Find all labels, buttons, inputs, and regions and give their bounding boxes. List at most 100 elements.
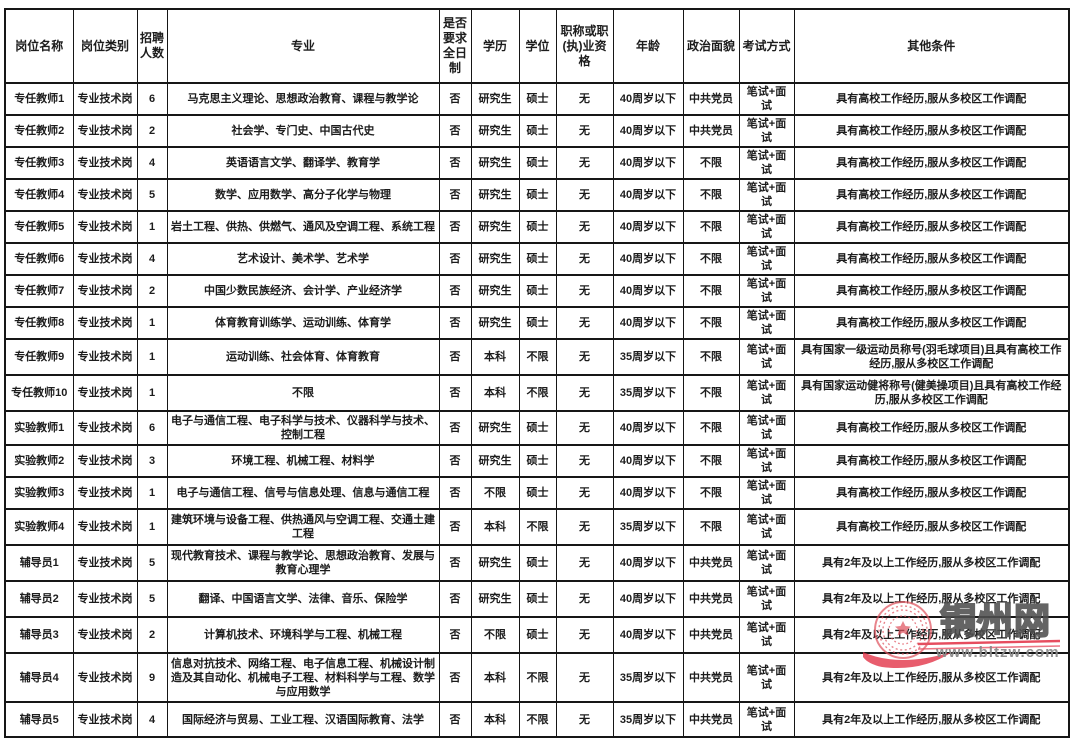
table-cell: 中国少数民族经济、会计学、产业经济学 [166, 274, 440, 308]
table-cell: 英语语言文学、翻译学、教育学 [166, 146, 440, 180]
column-header: 岗位名称 [4, 8, 74, 84]
table-row: 实验教师3 专业技术岗 1 电子与通信工程、信号与信息处理、信息与通信工程否不限 硕士无… [4, 476, 1070, 510]
table-cell: 辅导员4 [4, 652, 74, 703]
table-cell: 否 [438, 274, 472, 308]
column-header: 学位 [518, 8, 557, 84]
table-cell: 否 [438, 580, 472, 618]
table-cell: 翻译、中国语言文学、法律、音乐、保险学 [166, 580, 440, 618]
table-cell: 硕士 [518, 242, 557, 276]
table-cell: 笔试+面试 [738, 701, 795, 738]
table-cell: 专业技术岗 [72, 178, 138, 212]
table-cell: 专任教师5 [4, 210, 74, 244]
table-cell: 辅导员1 [4, 544, 74, 582]
table-cell: 无 [555, 242, 614, 276]
table-cell: 40周岁以下 [612, 580, 684, 618]
table-row: 辅导员1 专业技术岗 5 现代教育技术、课程与教学论、思想政治教育、发展与教育心理学否… [4, 544, 1070, 582]
table-cell: 具有2年及以上工作经历,服从多校区工作调配 [793, 616, 1070, 654]
table-cell: 专业技术岗 [72, 274, 138, 308]
column-header: 是否要求全日制 [438, 8, 472, 84]
table-row: 专任教师1 专业技术岗 6 马克思主义理论、思想政治教育、课程与教学论否研究生 硕士无 4… [4, 82, 1070, 116]
table-cell: 不限 [682, 242, 740, 276]
table-cell: 岩土工程、供热、供燃气、通风及空调工程、系统工程 [166, 210, 440, 244]
table-cell: 专业技术岗 [72, 508, 138, 546]
table-cell: 专任教师7 [4, 274, 74, 308]
table-cell: 40周岁以下 [612, 476, 684, 510]
table-cell: 笔试+面试 [738, 580, 795, 618]
column-header: 职称或职(执)业资格 [555, 8, 614, 84]
table-cell: 笔试+面试 [738, 242, 795, 276]
table-cell: 笔试+面试 [738, 508, 795, 546]
table-cell: 无 [555, 444, 614, 478]
table-cell: 2 [136, 616, 168, 654]
table-cell: 不限 [682, 508, 740, 546]
table-cell: 专任教师2 [4, 114, 74, 148]
table-cell: 计算机技术、环境科学与工程、机械工程 [166, 616, 440, 654]
table-cell: 无 [555, 210, 614, 244]
table-cell: 硕士 [518, 210, 557, 244]
table-cell: 无 [555, 580, 614, 618]
table-cell: 中共党员 [682, 616, 740, 654]
table-cell: 1 [136, 210, 168, 244]
table-body: 专任教师1 专业技术岗 6 马克思主义理论、思想政治教育、课程与教学论否研究生 硕士无 4… [4, 82, 1070, 738]
table-cell: 笔试+面试 [738, 210, 795, 244]
table-cell: 40周岁以下 [612, 444, 684, 478]
table-cell: 专业技术岗 [72, 82, 138, 116]
table-cell: 40周岁以下 [612, 306, 684, 340]
table-cell: 专任教师6 [4, 242, 74, 276]
column-header: 招聘人数 [136, 8, 168, 84]
table-cell: 硕士 [518, 274, 557, 308]
table-cell: 中共党员 [682, 701, 740, 738]
table-cell: 信息对抗技术、网络工程、电子信息工程、机械设计制造及其自动化、机械电子工程、材料… [166, 652, 440, 703]
table-cell: 1 [136, 338, 168, 376]
table-cell: 40周岁以下 [612, 210, 684, 244]
table-cell: 1 [136, 306, 168, 340]
table-cell: 不限 [682, 444, 740, 478]
table-row: 实验教师2 专业技术岗 3 环境工程、机械工程、材料学否研究生 硕士无 40周岁以下 不限笔… [4, 444, 1070, 478]
table-cell: 2 [136, 274, 168, 308]
table-cell: 40周岁以下 [612, 242, 684, 276]
table-row: 辅导员4 专业技术岗 9 信息对抗技术、网络工程、电子信息工程、机械设计制造及其自动化… [4, 652, 1070, 703]
table-cell: 不限 [682, 146, 740, 180]
table-cell: 笔试+面试 [738, 616, 795, 654]
table-row: 实验教师1 专业技术岗 6 电子与通信工程、电子科学与技术、仪器科学与技术、控制工程否… [4, 410, 1070, 446]
table-cell: 本科 [470, 374, 520, 412]
table-cell: 35周岁以下 [612, 338, 684, 376]
table-cell: 无 [555, 410, 614, 446]
table-cell: 不限 [682, 274, 740, 308]
table-cell: 不限 [470, 616, 520, 654]
table-cell: 电子与通信工程、电子科学与技术、仪器科学与技术、控制工程 [166, 410, 440, 446]
table-cell: 社会学、专门史、中国古代史 [166, 114, 440, 148]
table-cell: 硕士 [518, 476, 557, 510]
table-cell: 本科 [470, 338, 520, 376]
table-cell: 辅导员2 [4, 580, 74, 618]
table-row: 专任教师10 专业技术岗 1 不限否本科 不限无 35周岁以下 不限 笔试+面试 具有国家运动健… [4, 374, 1070, 412]
table-cell: 不限 [682, 306, 740, 340]
table-row: 辅导员3 专业技术岗 2 计算机技术、环境科学与工程、机械工程否不限 硕士无 40周岁以下… [4, 616, 1070, 654]
table-cell: 1 [136, 508, 168, 546]
table-cell: 笔试+面试 [738, 146, 795, 180]
table-row: 辅导员5 专业技术岗 4 国际经济与贸易、工业工程、汉语国际教育、法学否本科 不限无 35… [4, 701, 1070, 738]
table-cell: 具有高校工作经历,服从多校区工作调配 [793, 178, 1070, 212]
table-cell: 实验教师4 [4, 508, 74, 546]
table-cell: 马克思主义理论、思想政治教育、课程与教学论 [166, 82, 440, 116]
table-cell: 否 [438, 114, 472, 148]
table-cell: 研究生 [470, 544, 520, 582]
table-cell: 研究生 [470, 178, 520, 212]
recruitment-table: 岗位名称 岗位类别 招聘人数 专业 是否要求全日制 学历 学位 职称或职(执)业资格 年龄 政治面… [4, 8, 1070, 738]
table-cell: 无 [555, 476, 614, 510]
table-cell: 否 [438, 242, 472, 276]
table-cell: 35周岁以下 [612, 701, 684, 738]
table-cell: 笔试+面试 [738, 410, 795, 446]
table-cell: 艺术设计、美术学、艺术学 [166, 242, 440, 276]
table-cell: 运动训练、社会体育、体育教育 [166, 338, 440, 376]
table-cell: 笔试+面试 [738, 374, 795, 412]
table-cell: 笔试+面试 [738, 306, 795, 340]
table-cell: 40周岁以下 [612, 114, 684, 148]
table-cell: 专业技术岗 [72, 410, 138, 446]
table-cell: 专业技术岗 [72, 652, 138, 703]
table-cell: 1 [136, 374, 168, 412]
table-cell: 研究生 [470, 242, 520, 276]
table-cell: 专任教师9 [4, 338, 74, 376]
table-cell: 硕士 [518, 114, 557, 148]
table-row: 专任教师6 专业技术岗 4 艺术设计、美术学、艺术学否研究生 硕士无 40周岁以下 不限 笔试… [4, 242, 1070, 276]
